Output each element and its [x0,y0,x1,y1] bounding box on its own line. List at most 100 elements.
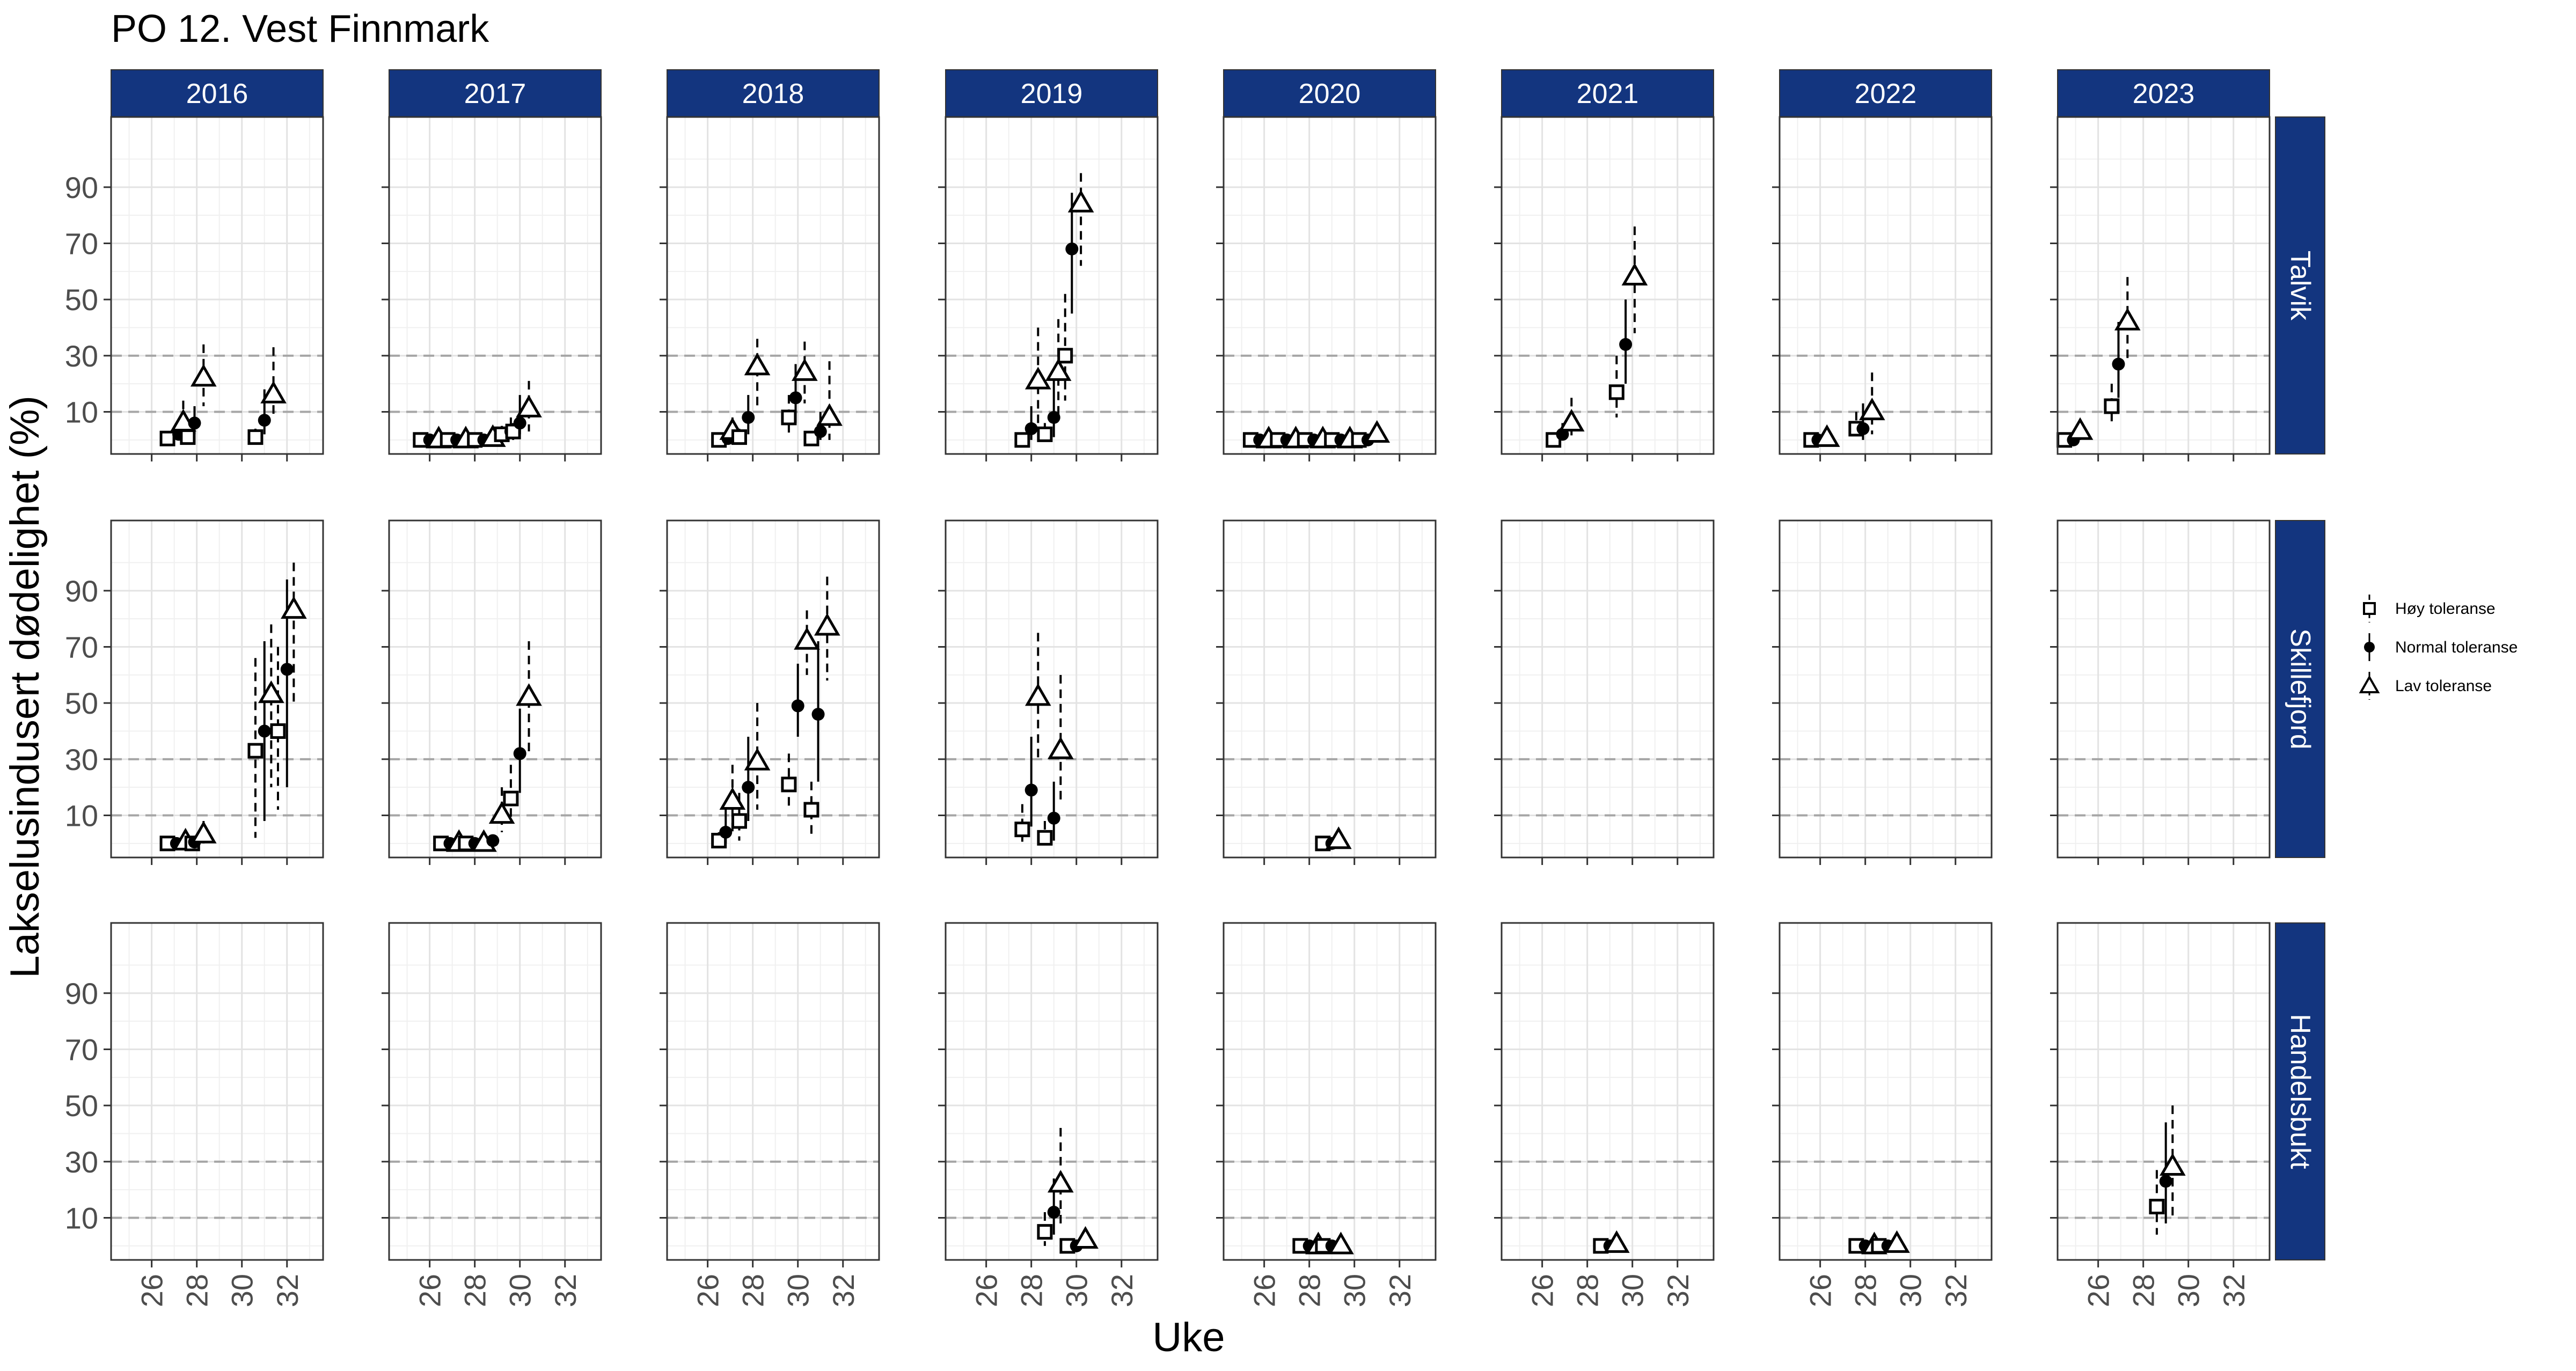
point-h-y-toleranse [1608,384,1624,400]
point-lav-toleranse [1024,683,1051,706]
x-tick-label: 30 [225,1274,259,1307]
point-lav-toleranse [260,380,287,404]
point-lav-toleranse [791,358,818,381]
point-lav-toleranse [516,683,542,706]
panel-background [389,520,601,857]
panel-skillefjord-2022 [1772,519,1993,865]
point-h-y-toleranse [803,430,819,446]
point-lav-toleranse [1858,398,1885,421]
chart-title: PO 12. Vest Finnmark [111,8,489,50]
y-tick-label: 90 [65,171,98,204]
point-normal-toleranse [742,410,755,424]
point-lav-toleranse [794,627,820,650]
y-tick-label: 30 [65,1145,98,1179]
panel-border [110,922,324,1261]
x-tick-label: 32 [1105,1274,1139,1307]
point-h-y-toleranse [731,813,747,829]
point-lav-toleranse [1045,358,1072,381]
legend-label: Normal toleranse [2395,639,2518,656]
point-lav-toleranse [1024,366,1051,390]
panel-talvik-2021 [1494,116,1715,461]
strip-label-handelsbukt: Handelsbukt [2285,1014,2316,1169]
panel-border [2057,116,2271,455]
panel-background [667,520,879,857]
point-h-y-toleranse [1014,432,1030,448]
panel-background [667,117,879,454]
x-tick-label: 32 [1661,1274,1695,1307]
x-tick-label: 30 [1616,1274,1650,1307]
point-normal-toleranse [486,834,500,847]
point-normal-toleranse [258,414,271,427]
point-h-y-toleranse [2149,1199,2165,1215]
panel-background [1780,923,1992,1260]
panel-border [1223,922,1437,1261]
panel-background [1502,520,1714,857]
panel-border [2057,519,2271,859]
strip-2016 [111,69,324,118]
point-normal-toleranse [258,724,271,738]
y-tick-label: 90 [65,977,98,1010]
panel-talvik-2020 [1216,116,1437,461]
x-tick-label: 32 [1939,1274,1973,1307]
point-lav-toleranse [190,820,217,844]
panel-border [1779,519,1993,859]
y-axis-title: Lakselusindusert dødelighet (%) [2,395,48,978]
x-tick-label: 32 [826,1274,860,1307]
point-lav-toleranse [2114,307,2141,331]
strip-label-2016: 2016 [186,78,248,109]
point-h-y-toleranse [159,430,175,446]
point-lav-toleranse [2159,1153,2186,1176]
strip-label-2023: 2023 [2133,78,2195,109]
strip-2018 [667,69,880,118]
point-normal-toleranse [513,747,526,760]
legend-label: Høy toleranse [2395,600,2496,618]
x-tick-label: 26 [135,1274,169,1307]
x-tick-label: 30 [1894,1274,1928,1307]
panel-background [1780,117,1992,454]
point-lav-toleranse [488,801,515,824]
panel-handelsbukt-2017: 26 28 30 32 [382,922,602,1307]
strip-label-2017: 2017 [464,78,526,109]
panel-talvik-2018 [660,116,880,461]
panel-handelsbukt-2020: 26 28 30 32 [1216,922,1437,1307]
point-normal-toleranse [1047,811,1060,825]
point-lav-toleranse [1072,1226,1099,1249]
panel-skillefjord-2020 [1216,519,1437,865]
strip-label-talvik: Talvik [2285,251,2316,321]
point-normal-toleranse [719,825,733,839]
y-tick-label: 70 [65,630,98,664]
panel-border [945,519,1159,859]
legend-item-h-y-toleranse: Høy toleranse [2363,595,2496,622]
point-normal-toleranse [2159,1175,2172,1188]
panel-handelsbukt-2022: 26 28 30 32 [1772,922,1993,1307]
point-h-y-toleranse [731,429,747,445]
panel-border [388,519,602,859]
point-lav-toleranse [516,394,542,417]
point-lav-toleranse [744,747,771,771]
panel-background [1224,117,1436,454]
panel-background [111,117,323,454]
point-normal-toleranse [1024,783,1038,797]
panel-border [388,116,602,455]
panel-talvik-2019 [938,116,1159,461]
panel-handelsbukt-2021: 26 28 30 32 [1494,922,1715,1307]
panel-border [666,922,880,1261]
x-tick-label: 28 [736,1274,770,1307]
point-normal-toleranse [1856,422,1870,435]
x-tick-label: 32 [548,1274,582,1307]
strip-label-2021: 2021 [1577,78,1639,109]
panel-talvik-2017 [382,116,602,461]
panel-handelsbukt-2018: 26 28 30 32 [660,922,880,1307]
point-h-y-toleranse [270,723,286,739]
x-tick-label: 30 [2172,1274,2206,1307]
panel-background [1224,923,1436,1260]
panel-skillefjord-2016: 10 30 50 70 90 [65,519,324,865]
strip-label-2018: 2018 [742,78,804,109]
y-tick-label: 10 [65,799,98,833]
x-tick-label: 30 [781,1274,815,1307]
panel-background [111,923,323,1260]
point-lav-toleranse [814,613,840,636]
point-normal-toleranse [811,708,825,721]
panel-skillefjord-2019 [938,519,1159,865]
